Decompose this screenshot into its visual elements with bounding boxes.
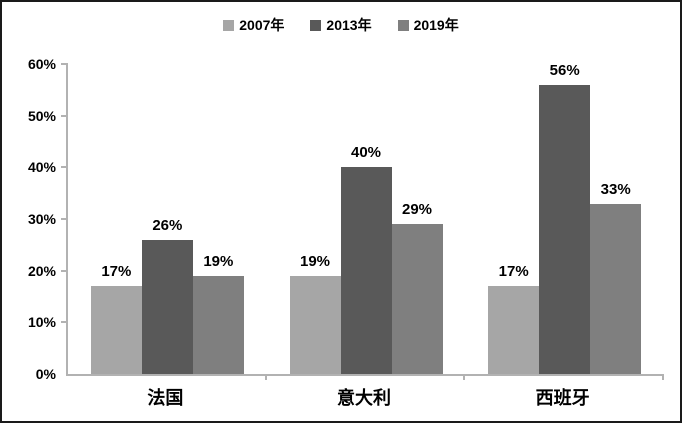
- bar-value-label: 19%: [203, 252, 234, 270]
- bar-value-label: 29%: [401, 201, 433, 219]
- y-axis-tick: [61, 114, 68, 117]
- bar-2013年-法国: 26%: [141, 217, 193, 374]
- legend-label-2007: 2007年: [239, 17, 285, 33]
- plot-area: 0% 10% 20% 30% 40% 50% 60% 17% 26% 19% 19% 40% 29% 17…: [28, 56, 664, 382]
- bar-2019年-法国: 19%: [192, 253, 244, 374]
- y-axis-tick-label: 20%: [27, 262, 56, 279]
- category-label-意大利: 意大利: [337, 388, 391, 408]
- y-axis-tick: [61, 218, 68, 220]
- bar-2007年-法国: 17%: [90, 263, 142, 374]
- x-axis-tick: [264, 374, 267, 380]
- bar-group-西班牙: 17% 56% 33%: [465, 62, 664, 374]
- bar-2013年-西班牙: 56%: [539, 62, 591, 374]
- legend-swatch-2007-icon: [223, 19, 235, 31]
- bar-2019年-意大利: 29%: [391, 201, 443, 374]
- legend: 2007年 2013年 2019年: [2, 15, 680, 35]
- legend-item-2007: 2007年: [223, 15, 284, 35]
- y-axis-tick-label: 40%: [27, 159, 56, 176]
- y-axis-tick-label: 60%: [27, 56, 56, 72]
- x-axis-tick: [463, 374, 466, 380]
- bar-2007年-意大利: 19%: [289, 253, 341, 374]
- y-axis-tick-label: 50%: [27, 107, 56, 124]
- bar-group-意大利: 19% 40% 29%: [267, 64, 466, 374]
- legend-item-2019: 2019年: [397, 15, 459, 35]
- bar-2019年-西班牙: 33%: [590, 181, 642, 374]
- legend-swatch-2019-icon: [397, 19, 409, 31]
- category-label-西班牙: 西班牙: [535, 388, 590, 408]
- x-axis-labels: 法国 意大利 西班牙: [66, 384, 662, 410]
- y-axis-tick: [61, 166, 68, 169]
- bar-2013年-意大利: 40%: [340, 144, 392, 374]
- bar-value-label: 26%: [152, 216, 183, 234]
- bar-value-label: 33%: [600, 180, 631, 198]
- y-axis-tick: [61, 269, 68, 272]
- bar-group-法国: 17% 26% 19%: [68, 64, 267, 374]
- category-label-法国: 法国: [147, 388, 184, 408]
- y-axis-tick-label: 10%: [27, 314, 56, 331]
- legend-swatch-2013-icon: [310, 19, 322, 31]
- bar-value-label: 17%: [498, 263, 529, 281]
- y-axis-tick: [61, 321, 68, 324]
- legend-label-2013: 2013年: [326, 17, 372, 33]
- bar-value-label: 56%: [549, 61, 580, 79]
- legend-label-2019: 2019年: [413, 17, 459, 33]
- bar-value-label: 17%: [101, 263, 132, 281]
- bar-value-label: 40%: [350, 144, 382, 162]
- bar-2007年-西班牙: 17%: [488, 263, 540, 374]
- y-axis-tick: [61, 63, 68, 65]
- bar-value-label: 19%: [299, 252, 331, 270]
- legend-item-2013: 2013年: [310, 15, 372, 35]
- y-axis-tick-label: 30%: [27, 211, 56, 227]
- x-axis-tick: [662, 374, 664, 380]
- y-axis-tick-label: 0%: [35, 366, 56, 382]
